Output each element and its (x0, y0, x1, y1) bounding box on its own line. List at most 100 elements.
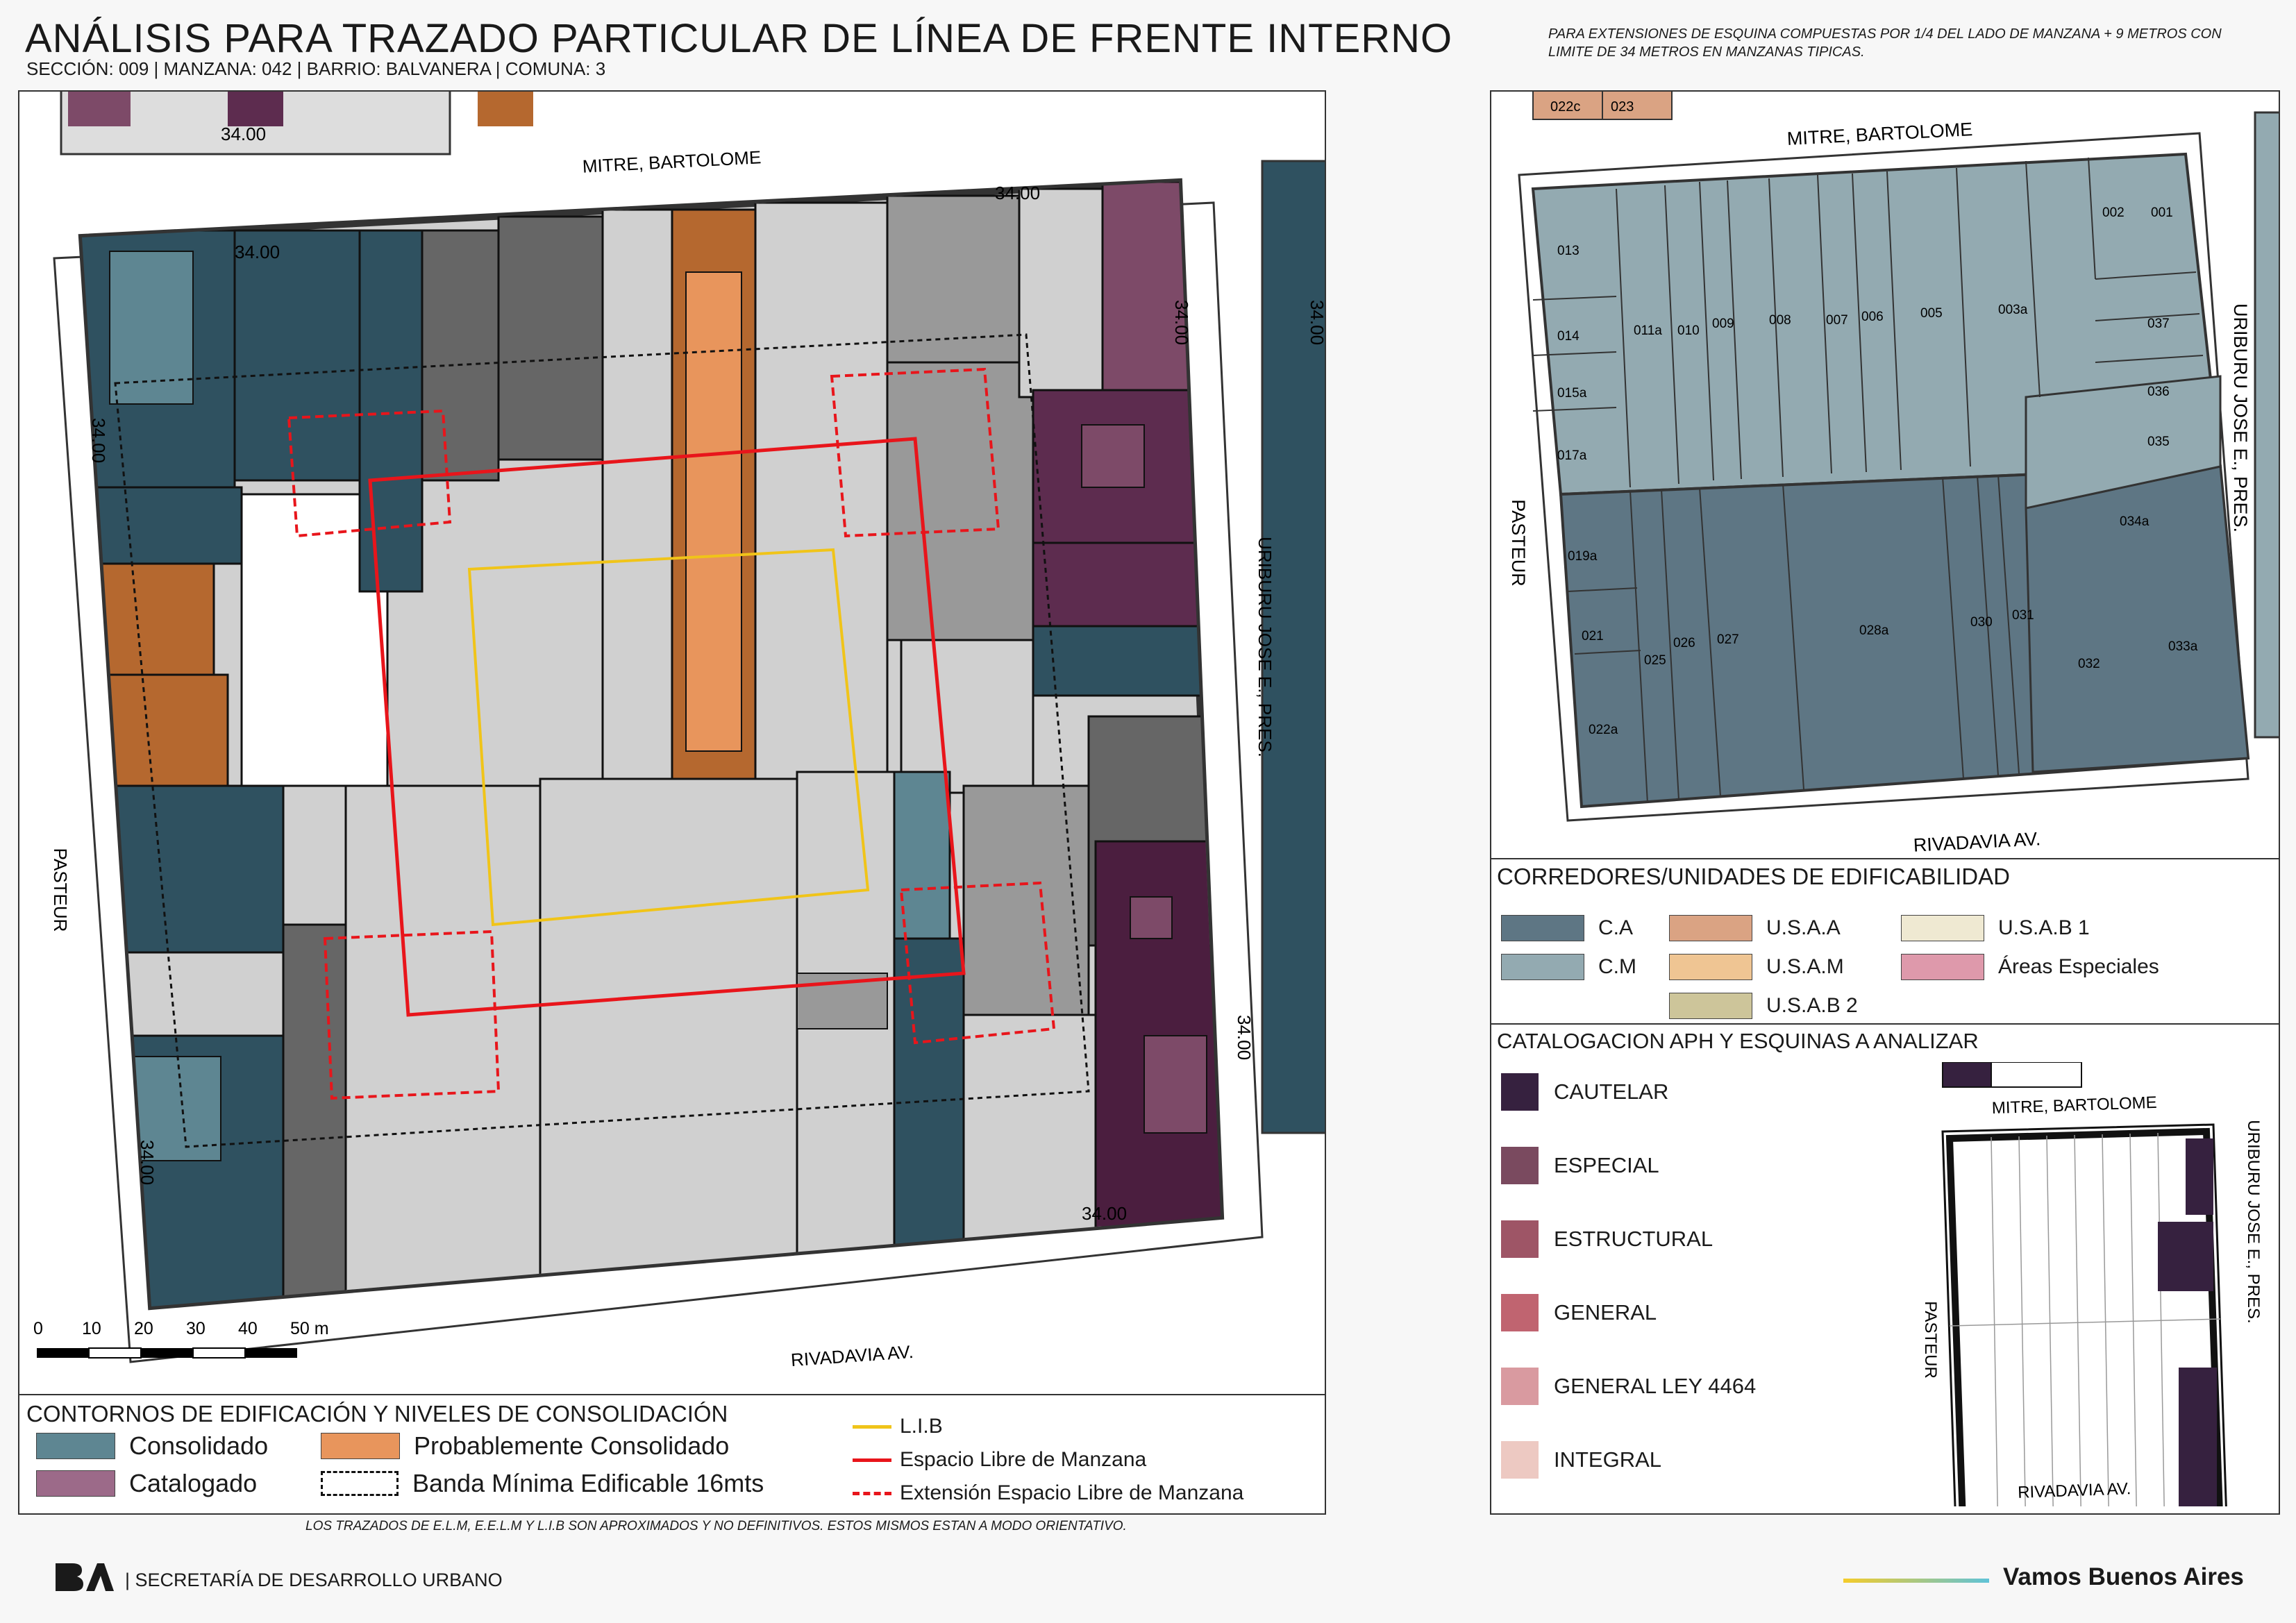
secretaria-label: | SECRETARÍA DE DESARROLLO URBANO (125, 1570, 503, 1590)
street-label-bottom: RIVADAVIA AV. (2018, 1479, 2131, 1502)
general-ley-4464-swatch (1501, 1368, 1539, 1405)
estructural-swatch (1501, 1220, 1539, 1258)
svg-text:013: 013 (1557, 244, 1579, 258)
svg-text:014: 014 (1557, 329, 1579, 344)
svg-text:036: 036 (2147, 385, 2170, 399)
street-label-right: URIBURU JOSE E., PRES. (2230, 303, 2251, 532)
svg-text:30: 30 (186, 1319, 206, 1338)
legend-general: GENERAL (1501, 1294, 1657, 1331)
usaa-swatch (1669, 915, 1752, 941)
legend-usam: U.S.A.M (1669, 954, 1844, 980)
corredores-title: CORREDORES/UNIDADES DE EDIFICABILIDAD (1497, 864, 2010, 889)
dimension-label: 34.00 (995, 183, 1040, 203)
svg-text:015a: 015a (1557, 386, 1587, 401)
page-subtitle: SECCIÓN: 009 | MANZANA: 042 | BARRIO: BA… (26, 58, 606, 79)
legend-lib: L.I.B (853, 1415, 943, 1438)
svg-text:40: 40 (238, 1319, 258, 1338)
svg-text:031: 031 (2012, 608, 2034, 623)
svg-text:006: 006 (1861, 310, 1884, 324)
ba-logo-icon: BA (56, 1563, 114, 1591)
parcel-map[interactable]: 022c 023 (1491, 92, 2279, 861)
neighbor-lot (68, 92, 131, 126)
svg-text:037: 037 (2147, 317, 2170, 331)
dimension-label: 34.00 (235, 242, 280, 262)
extension-elm-nw (287, 409, 452, 538)
ba-logo: BA (54, 1562, 114, 1592)
svg-text:033a: 033a (2168, 639, 2198, 654)
legend-catalogado: Catalogado (36, 1469, 257, 1498)
extension-elm-swatch (853, 1491, 891, 1495)
svg-text:010: 010 (1677, 323, 1700, 338)
svg-text:002: 002 (2102, 205, 2125, 220)
svg-text:005: 005 (1920, 306, 1943, 321)
legend-usab2: U.S.A.B 2 (1669, 993, 1858, 1019)
street-label-bottom: RIVADAVIA AV. (1913, 828, 2041, 856)
lots (82, 182, 1221, 1306)
street-label-right: URIBURU JOSE E., PRES. (2244, 1120, 2263, 1323)
svg-text:011a: 011a (1634, 323, 1662, 338)
espacio-libre-manzana-line (368, 437, 966, 1017)
parcel-label: 023 (1611, 99, 1634, 115)
catalogacion-panel: CATALOGACION APH Y ESQUINAS A ANALIZAR C… (1490, 1023, 2280, 1515)
brand-label: Vamos Buenos Aires (2003, 1563, 2244, 1590)
dimension-label: 34.00 (221, 124, 266, 144)
consolidado-swatch (36, 1433, 115, 1459)
street-label-top: MITRE, BARTOLOME (582, 146, 762, 176)
esquinas-mini-map[interactable]: MITRE, BARTOLOME PASTEUR URIBURU JOSE E.… (1852, 1062, 2269, 1506)
svg-text:50 m: 50 m (290, 1319, 329, 1338)
street-label-top: MITRE, BARTOLOME (1991, 1093, 2157, 1118)
street-label-left: PASTEUR (1921, 1301, 1940, 1379)
legend-usaa: U.S.A.A (1669, 915, 1841, 941)
street-label-top: MITRE, BARTOLOME (1786, 119, 1973, 149)
dimension-label: 34.00 (137, 1140, 158, 1185)
legend-areas-especiales: Áreas Especiales (1901, 954, 2159, 980)
extension-elm-se (899, 881, 1056, 1045)
neighbor-block-east (1261, 160, 1325, 1134)
street-label-left: PASTEUR (50, 848, 71, 932)
legend-elm: Espacio Libre de Manzana (853, 1448, 1146, 1472)
legend-estructural: ESTRUCTURAL (1501, 1220, 1713, 1258)
lib-line (467, 548, 870, 927)
legend-ca: C.A (1501, 915, 1633, 941)
dimension-label: 34.00 (88, 418, 109, 463)
svg-text:009: 009 (1712, 317, 1734, 331)
parcel-label: 022c (1550, 99, 1580, 115)
legend-especial: ESPECIAL (1501, 1147, 1659, 1184)
extension-elm-ne (830, 367, 1000, 538)
main-legend-panel: CONTORNOS DE EDIFICACIÓN Y NIVELES DE CO… (18, 1394, 1326, 1515)
svg-text:007: 007 (1826, 313, 1848, 328)
usab1-swatch (1901, 915, 1984, 941)
ca-swatch (1501, 915, 1584, 941)
legend-probablemente: Probablemente Consolidado (321, 1431, 729, 1461)
svg-text:003a: 003a (1998, 303, 2028, 317)
dimension-label: 34.00 (1307, 300, 1325, 345)
main-legend-title: CONTORNOS DE EDIFICACIÓN Y NIVELES DE CO… (26, 1401, 728, 1427)
dimension-label: 34.00 (1171, 300, 1192, 345)
elm-swatch (853, 1458, 891, 1462)
main-map[interactable]: MITRE, BARTOLOME PASTEUR URIBURU JOSE E.… (19, 92, 1325, 1397)
corredores-panel: CORREDORES/UNIDADES DE EDIFICABILIDAD C.… (1490, 858, 2280, 1027)
dimension-label: 34.00 (1082, 1203, 1127, 1224)
svg-text:034a: 034a (2120, 514, 2150, 529)
lib-swatch (853, 1424, 891, 1429)
legend-general-ley-4464: GENERAL LEY 4464 (1501, 1368, 1756, 1405)
dimension-label: 34.00 (1234, 1015, 1255, 1060)
integral-swatch (1501, 1441, 1539, 1479)
svg-text:019a: 019a (1568, 549, 1598, 564)
probablemente-swatch (321, 1433, 400, 1459)
neighbor-lot (228, 92, 283, 126)
usam-swatch (1669, 954, 1752, 980)
svg-text:026: 026 (1673, 636, 1695, 650)
parcel-map-panel: 022c 023 (1490, 90, 2280, 862)
legend-usab1: U.S.A.B 1 (1901, 915, 2090, 941)
page-title: ANÁLISIS PARA TRAZADO PARTICULAR DE LÍNE… (25, 16, 1453, 61)
legend-consolidado: Consolidado (36, 1431, 268, 1461)
parcel-labels: 013 014 015a 017a 019a 021 022a 011a 010… (1557, 205, 2198, 737)
svg-text:10: 10 (82, 1319, 101, 1338)
scale-bar: 0 10 20 30 40 50 m (33, 1319, 329, 1359)
cautelar-swatch (1501, 1073, 1539, 1111)
svg-text:025: 025 (1644, 653, 1666, 668)
cm-swatch (1501, 954, 1584, 980)
svg-text:027: 027 (1717, 632, 1739, 647)
street-label-bottom: RIVADAVIA AV. (790, 1341, 914, 1370)
